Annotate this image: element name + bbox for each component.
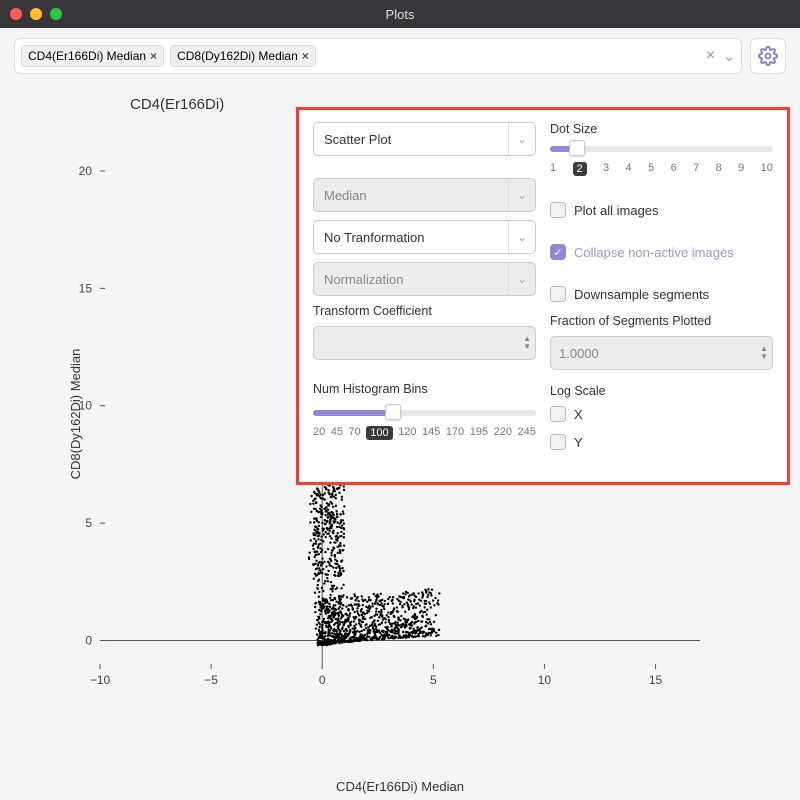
svg-text:0: 0 (319, 673, 326, 687)
chevron-down-icon: ⌄ (508, 221, 527, 253)
tag-cd8[interactable]: CD8(Dy162Di) Median × (170, 45, 316, 67)
window-title: Plots (386, 7, 415, 22)
clear-icon[interactable]: × (706, 47, 715, 65)
tag-label: CD4(Er166Di) Median (28, 49, 146, 63)
downsample-checkbox[interactable]: Downsample segments (550, 286, 773, 302)
fraction-input[interactable]: 1.0000 ▲▼ (550, 336, 773, 370)
svg-text:15: 15 (649, 673, 663, 687)
select-value: Scatter Plot (324, 132, 391, 147)
close-dot[interactable] (10, 8, 22, 20)
svg-text:5: 5 (430, 673, 437, 687)
chevron-down-icon: ⌄ (508, 263, 527, 295)
svg-text:15: 15 (79, 281, 93, 295)
checkbox-icon (550, 406, 566, 422)
chevron-down-icon[interactable]: ⌄ (723, 48, 735, 65)
svg-text:10: 10 (538, 673, 552, 687)
checkbox-icon: ✓ (550, 244, 566, 260)
gear-icon (758, 46, 778, 66)
step-down-icon[interactable]: ▼ (523, 343, 531, 351)
transform-coef-label: Transform Coefficient (313, 304, 536, 318)
select-value: Normalization (324, 272, 403, 287)
transform-select[interactable]: No Tranformation ⌄ (313, 220, 536, 254)
checkbox-label: X (574, 407, 583, 422)
checkbox-icon (550, 286, 566, 302)
tag-label: CD8(Dy162Di) Median (177, 49, 298, 63)
dot-size-slider[interactable] (550, 146, 773, 152)
hist-bins-label: Num Histogram Bins (313, 382, 536, 396)
x-axis-label: CD4(Er166Di) Median (336, 779, 464, 794)
checkbox-icon (550, 434, 566, 450)
collapse-checkbox: ✓ Collapse non-active images (550, 244, 773, 260)
plot-all-checkbox[interactable]: Plot all images (550, 202, 773, 218)
checkbox-label: Plot all images (574, 203, 659, 218)
search-bar[interactable]: CD4(Er166Di) Median × CD8(Dy162Di) Media… (14, 38, 742, 74)
svg-text:5: 5 (85, 516, 92, 530)
topbar: CD4(Er166Di) Median × CD8(Dy162Di) Media… (14, 38, 786, 74)
chevron-down-icon: ⌄ (508, 179, 527, 211)
checkbox-icon (550, 202, 566, 218)
dot-size-label: Dot Size (550, 122, 773, 136)
content: CD4(Er166Di) Median × CD8(Dy162Di) Media… (0, 28, 800, 800)
checkbox-label: Downsample segments (574, 287, 709, 302)
select-value: No Tranformation (324, 230, 424, 245)
svg-text:−10: −10 (90, 673, 111, 687)
hist-bins-ticks: 204570100120145170195220245 (313, 426, 536, 440)
tag-remove-icon[interactable]: × (150, 49, 157, 63)
select-value: Median (324, 188, 367, 203)
panel-right-col: Dot Size 12345678910 Plot all images ✓ C… (550, 122, 773, 450)
zoom-dot[interactable] (50, 8, 62, 20)
svg-text:10: 10 (79, 399, 93, 413)
checkbox-label: Y (574, 435, 583, 450)
panel-left-col: Scatter Plot ⌄ Median ⌄ No Tranformation… (313, 122, 536, 450)
logscale-x-checkbox[interactable]: X (550, 406, 773, 422)
svg-text:20: 20 (79, 164, 93, 178)
stat-select: Median ⌄ (313, 178, 536, 212)
settings-button[interactable] (750, 38, 786, 74)
fraction-label: Fraction of Segments Plotted (550, 314, 773, 328)
normalization-select: Normalization ⌄ (313, 262, 536, 296)
logscale-y-checkbox[interactable]: Y (550, 434, 773, 450)
chevron-down-icon: ⌄ (508, 123, 527, 155)
tag-remove-icon[interactable]: × (302, 49, 309, 63)
hist-bins-slider[interactable] (313, 410, 536, 416)
slider-thumb[interactable] (569, 140, 585, 156)
tag-cd4[interactable]: CD4(Er166Di) Median × (21, 45, 164, 67)
titlebar: Plots (0, 0, 800, 28)
checkbox-label: Collapse non-active images (574, 245, 734, 260)
dot-size-ticks: 12345678910 (550, 162, 773, 176)
plot-type-select[interactable]: Scatter Plot ⌄ (313, 122, 536, 156)
traffic-lights (10, 8, 62, 20)
logscale-label: Log Scale (550, 384, 773, 398)
svg-text:0: 0 (85, 634, 92, 648)
transform-coef-input[interactable]: ▲▼ (313, 326, 536, 360)
minimize-dot[interactable] (30, 8, 42, 20)
slider-thumb[interactable] (385, 404, 401, 420)
input-value: 1.0000 (559, 346, 599, 361)
svg-text:−5: −5 (204, 673, 218, 687)
settings-panel: Scatter Plot ⌄ Median ⌄ No Tranformation… (296, 107, 790, 485)
step-down-icon[interactable]: ▼ (760, 353, 768, 361)
